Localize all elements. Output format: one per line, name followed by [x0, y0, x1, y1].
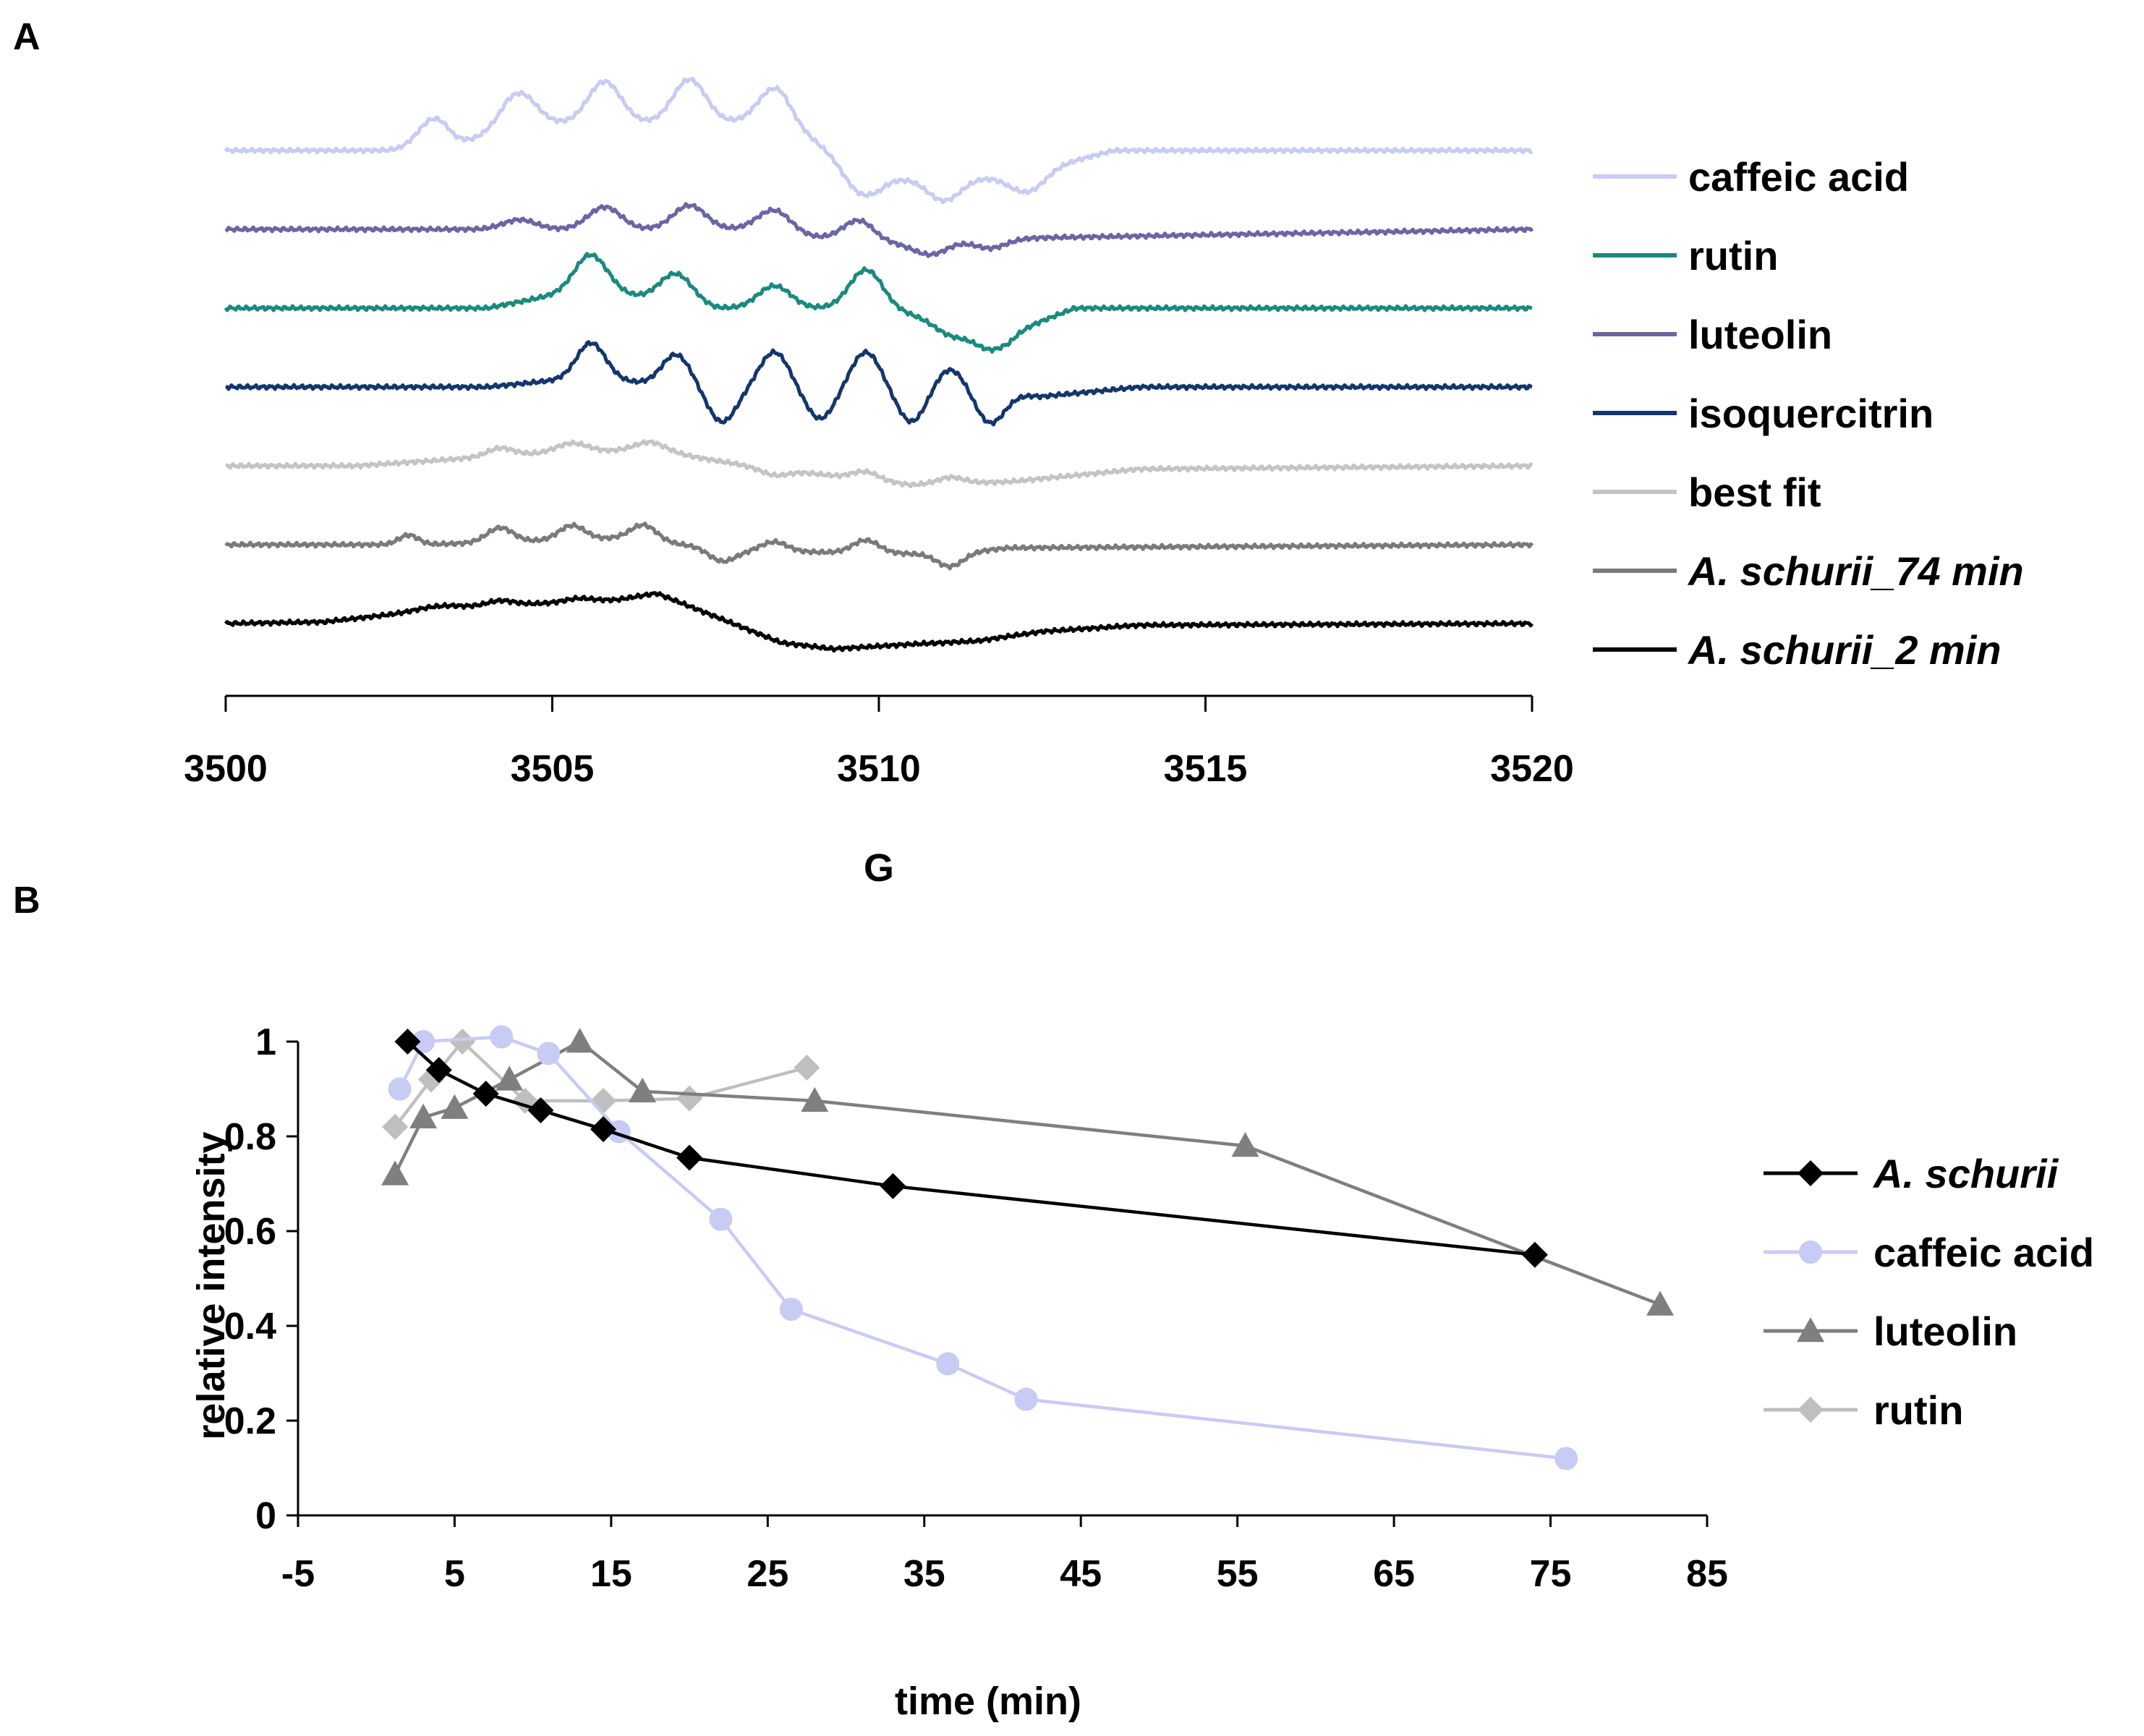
spectrum-line-caffeic-acid: [224, 77, 1533, 205]
data-point-a-schurii: [425, 1057, 452, 1084]
legend-label-luteolin: luteolin: [1873, 1309, 2017, 1354]
panel-b-x-tick-label: 15: [590, 1553, 632, 1595]
spectrum-line-isoquercitrin: [225, 340, 1533, 427]
data-point-luteolin: [441, 1094, 469, 1119]
panel-b-x-tick-label: 65: [1373, 1553, 1415, 1595]
panel-a-x-axis: 3500 3505 3510 3515 3520: [184, 694, 1574, 790]
data-point-a-schurii: [527, 1097, 554, 1123]
spectrum-line-luteolin: [224, 202, 1534, 258]
legend-label-rutin: rutin: [1688, 233, 1778, 278]
legend-label-rutin: rutin: [1873, 1387, 1963, 1433]
legend-label-caffeic-acid: caffeic acid: [1873, 1230, 2094, 1275]
data-point-luteolin: [381, 1160, 409, 1186]
panel-b-x-tick-label: 55: [1217, 1553, 1259, 1595]
panel-b-axes: 0 0.2 0.4 0.6 0.8 1 -5 5 15 25 35 45 55 65 75 85: [224, 1021, 1728, 1595]
data-point-a-schurii: [880, 1173, 906, 1199]
panel-b-y-tick-label: 0.4: [224, 1306, 276, 1348]
data-point-a-schurii: [676, 1144, 703, 1171]
spectrum-line-a-schurii-74-min: [224, 522, 1534, 571]
panel-a-x-tick-label: 3520: [1490, 748, 1574, 790]
data-point-luteolin: [409, 1103, 438, 1128]
panel-a-x-axis-title: G: [864, 846, 894, 890]
spectrum-line-rutin: [224, 252, 1533, 354]
panel-b-y-tick-label: 0.6: [224, 1211, 276, 1253]
data-point-luteolin: [495, 1065, 524, 1091]
data-point-caffeic-acid: [537, 1042, 561, 1065]
panel-a-x-tick-label: 3505: [511, 748, 595, 790]
panel-b-label: B: [13, 880, 41, 922]
data-point-luteolin: [629, 1077, 657, 1102]
panel-b-x-axis-title: time (min): [895, 1680, 1081, 1723]
data-point-luteolin: [566, 1028, 594, 1053]
data-point-luteolin: [1646, 1290, 1675, 1316]
series-caffeic-acid: [388, 1025, 1578, 1471]
legend-label-a-schurii: A. schurii: [1872, 1151, 2059, 1196]
panel-a-x-tick-label: 3515: [1164, 748, 1248, 790]
legend-label-a-schurii-2-min: A. schurii_2 min: [1687, 627, 2002, 673]
data-point-caffeic-acid: [1554, 1447, 1578, 1471]
panel-a-label: A: [13, 16, 41, 58]
data-point-rutin: [382, 1113, 409, 1140]
spectrum-line-best-fit: [225, 439, 1533, 488]
series-luteolin: [381, 1028, 1675, 1316]
panel-b-x-tick-label: 25: [746, 1553, 788, 1595]
data-point-luteolin: [801, 1086, 829, 1112]
spectrum-line-a-schurii-2-min: [224, 591, 1534, 653]
data-point-caffeic-acid: [1014, 1387, 1038, 1411]
legend-label-isoquercitrin: isoquercitrin: [1688, 391, 1934, 436]
legend-marker-caffeic-acid: [1799, 1241, 1822, 1264]
panel-b-y-tick-label: 0.8: [224, 1116, 276, 1158]
data-point-caffeic-acid: [936, 1352, 960, 1376]
data-point-rutin: [676, 1085, 703, 1112]
panel-b-y-tick-label: 0.2: [224, 1400, 276, 1442]
panel-a-x-tick-label: 3510: [837, 748, 921, 790]
data-point-caffeic-acid: [490, 1025, 514, 1049]
panel-b-legend: A. schurii caffeic acid luteolin rutin: [1764, 1151, 2094, 1433]
panel-b-x-tick-label: 45: [1060, 1553, 1102, 1595]
legend-marker-luteolin: [1797, 1317, 1824, 1343]
panel-b-y-tick-label: 0: [255, 1495, 276, 1537]
panel-a-x-tick-label: 3500: [184, 748, 268, 790]
series-a-schurii: [394, 1029, 1548, 1268]
legend-label-a-schurii-74-min: A. schurii_74 min: [1687, 548, 2024, 594]
legend-label-luteolin: luteolin: [1688, 312, 1832, 357]
data-point-caffeic-acid: [709, 1207, 733, 1231]
legend-marker-a-schurii: [1798, 1160, 1824, 1186]
data-point-a-schurii: [1521, 1241, 1548, 1268]
data-point-luteolin: [1231, 1132, 1259, 1157]
legend-marker-rutin: [1798, 1397, 1824, 1423]
chart-panel-b: 0 0.2 0.4 0.6 0.8 1 -5 5 15 25 35 45 55 65 75 85 A. sch…: [190, 1021, 2094, 1723]
data-point-rutin: [449, 1029, 476, 1055]
panel-b-series: [381, 1025, 1675, 1471]
legend-label-best-fit: best fit: [1688, 469, 1821, 515]
data-point-caffeic-acid: [388, 1077, 412, 1101]
chart-panel-a: 3500 3505 3510 3515 3520 caffeic acid rutin lu…: [184, 77, 2024, 890]
panel-b-x-tick-label: 5: [444, 1553, 465, 1595]
data-point-a-schurii: [394, 1029, 421, 1055]
panel-b-y-tick-label: 1: [255, 1021, 276, 1063]
data-point-rutin: [794, 1055, 820, 1081]
data-point-a-schurii: [590, 1116, 617, 1143]
panel-a-legend: caffeic acid rutin luteolin isoquercitrin be…: [1593, 154, 2024, 673]
data-point-caffeic-acid: [779, 1298, 803, 1322]
panel-b-x-tick-label: 35: [903, 1553, 945, 1595]
legend-label-caffeic-acid: caffeic acid: [1688, 154, 1909, 200]
panel-a-spectra: [224, 77, 1534, 653]
data-point-a-schurii: [472, 1081, 499, 1107]
panel-b-x-tick-label: -5: [281, 1553, 315, 1595]
panel-b-y-axis-title: relative intensity: [190, 1131, 233, 1439]
series-line-caffeic-acid: [398, 1035, 1567, 1460]
panel-b-x-tick-label: 85: [1686, 1553, 1728, 1595]
panel-b-x-tick-label: 75: [1530, 1553, 1572, 1595]
